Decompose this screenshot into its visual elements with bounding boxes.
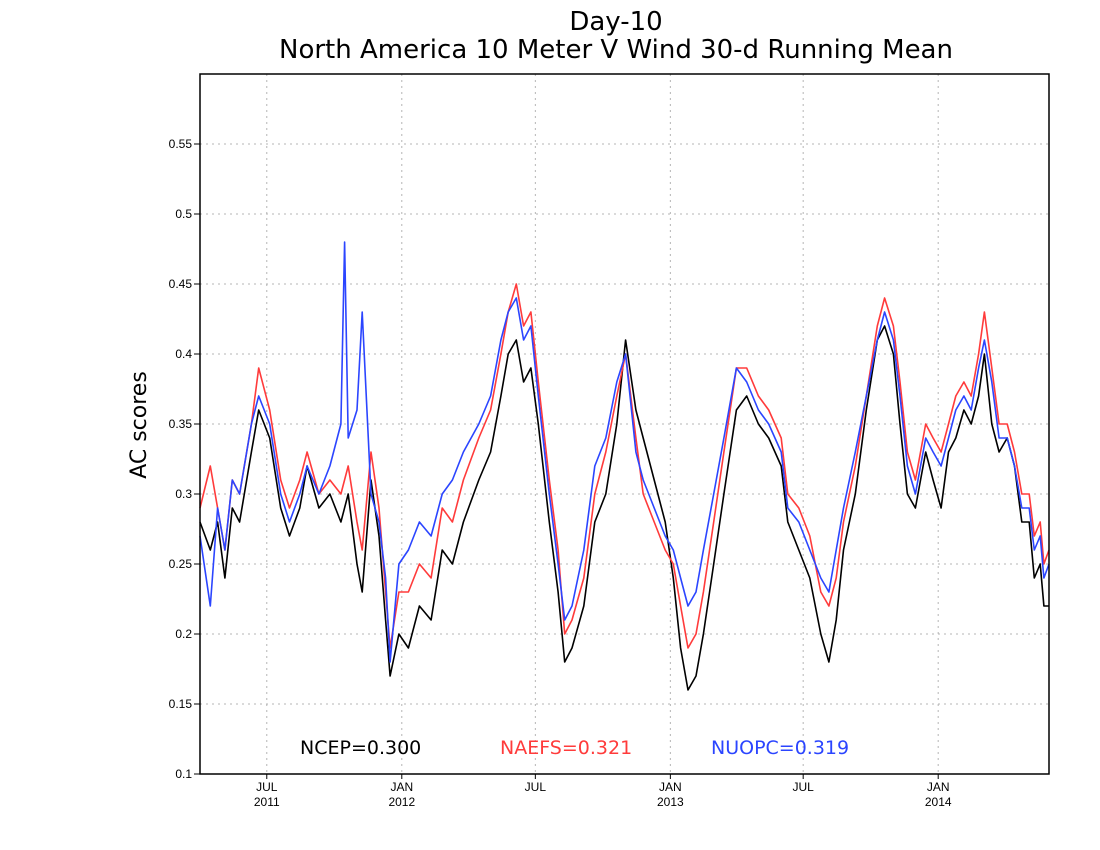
plot-frame bbox=[199, 73, 1050, 775]
legend: NCEP=0.300 NAEFS=0.321 NUOPC=0.319 bbox=[300, 737, 849, 759]
y-tick-label: 0.1 bbox=[175, 767, 192, 781]
x-tick-month: JUL bbox=[793, 780, 815, 794]
y-tick-label: 0.45 bbox=[169, 277, 193, 291]
series-line-ncep bbox=[199, 325, 1049, 691]
x-tick-year: 2011 bbox=[254, 795, 280, 809]
series-line-nuopc bbox=[199, 241, 1050, 663]
series-line-naefs bbox=[199, 283, 1050, 649]
y-tick-label: 0.2 bbox=[175, 627, 192, 641]
x-tick-month: JAN bbox=[659, 780, 682, 794]
x-tick-month: JAN bbox=[390, 780, 413, 794]
series-lines bbox=[199, 241, 1050, 691]
y-tick-label: 0.25 bbox=[169, 557, 193, 571]
x-tick-month: JUL bbox=[256, 780, 278, 794]
y-tick-label: 0.35 bbox=[169, 417, 193, 431]
x-tick-year: 2012 bbox=[388, 795, 415, 809]
y-tick-label: 0.5 bbox=[175, 207, 192, 221]
y-axis-label: AC scores bbox=[127, 371, 152, 479]
y-tick-label: 0.3 bbox=[175, 487, 192, 501]
y-tick-label: 0.15 bbox=[169, 697, 193, 711]
grid bbox=[200, 74, 1049, 774]
y-tick-label: 0.55 bbox=[169, 137, 193, 151]
x-tick-month: JUL bbox=[525, 780, 547, 794]
chart-title: Day-10 bbox=[569, 7, 662, 37]
legend-entry-ncep: NCEP=0.300 bbox=[300, 737, 421, 759]
x-tick-year: 2013 bbox=[657, 795, 684, 809]
legend-entry-naefs: NAEFS=0.321 bbox=[500, 737, 632, 759]
y-tick-label: 0.4 bbox=[175, 347, 192, 361]
x-tick-year: 2014 bbox=[925, 795, 952, 809]
y-axis-ticks: 0.1 0.15 0.2 0.25 0.3 0.35 0.4 0.45 0.5 0.55 bbox=[169, 137, 200, 781]
x-tick-month: JAN bbox=[927, 780, 950, 794]
legend-entry-nuopc: NUOPC=0.319 bbox=[711, 737, 849, 759]
chart-subtitle: North America 10 Meter V Wind 30-d Runni… bbox=[279, 35, 953, 65]
